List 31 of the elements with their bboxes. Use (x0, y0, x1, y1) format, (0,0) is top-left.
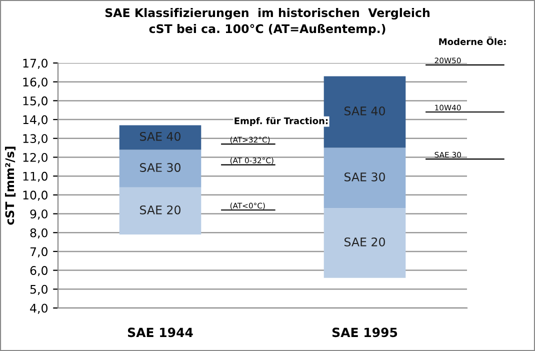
bar (324, 148, 406, 208)
y-tick-label: 7,0 (30, 247, 48, 258)
chart-title: SAE Klassifizierungen im historischen Vergleich cST bei ca. 100°C (AT=Außentemp.) (105, 8, 430, 36)
x-tick-label: SAE 1995 (332, 328, 398, 338)
y-tick-label: 9,0 (30, 209, 48, 220)
bar (119, 125, 202, 150)
series-label: SAE 40 (140, 132, 180, 141)
text: SAE 30 (344, 172, 385, 182)
y-tick-label: 8,0 (30, 228, 48, 238)
y-tick-label: 17,0 (23, 58, 48, 69)
y-tick-label: 16,0 (23, 78, 48, 88)
text: Moderne Öle: (439, 36, 506, 46)
y-tick-label: 12,0 (23, 152, 48, 164)
y-axis-title: cST [mm²/s] (5, 146, 16, 225)
y-tick-label: 4,0 (30, 304, 48, 314)
y-tick-label: 5,0 (30, 284, 48, 296)
series-label: SAE 30 (140, 163, 180, 172)
bar (119, 187, 202, 234)
y-tick-label: 14,0 (23, 115, 48, 126)
y-tick-label: 11,0 (23, 172, 48, 182)
y-tick-label: 13,0 (23, 134, 48, 144)
series-label: SAE 20 (140, 205, 180, 214)
y-tick-label: 10,0 (23, 190, 48, 201)
x-tick-label: SAE 1944 (128, 328, 193, 338)
bar (119, 150, 202, 188)
y-tick-label: 6,0 (30, 266, 48, 276)
bar (324, 208, 406, 278)
text: SAE 20 (344, 237, 385, 246)
y-tick-label: 15,0 (23, 96, 48, 107)
text: SAE 40 (344, 106, 385, 116)
annotation: Empf. für Traction: (234, 117, 328, 126)
